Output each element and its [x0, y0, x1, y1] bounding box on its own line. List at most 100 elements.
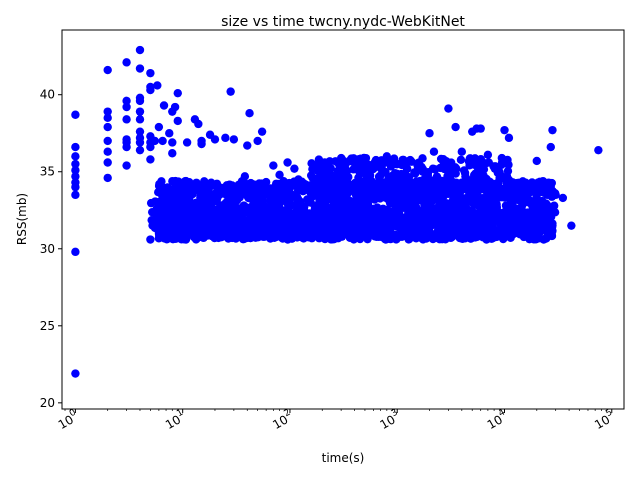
data-point [230, 198, 239, 207]
data-point [201, 196, 211, 206]
data-point [377, 179, 387, 188]
data-point [153, 81, 162, 90]
data-point [421, 228, 430, 238]
data-point [546, 142, 555, 152]
data-point [122, 102, 131, 112]
data-point [352, 192, 362, 201]
x-tick-label: 104 [484, 408, 510, 432]
data-point [339, 219, 349, 228]
data-point [405, 209, 415, 218]
data-point [456, 155, 466, 165]
data-point [522, 229, 532, 238]
data-point [326, 170, 336, 180]
data-point [192, 178, 201, 187]
data-point [234, 180, 243, 190]
data-point [521, 178, 530, 187]
y-axis-ticks: 20 25 30 35 40 [40, 88, 62, 410]
data-point [152, 204, 161, 214]
data-point [154, 187, 163, 197]
data-point [276, 205, 285, 214]
data-point [484, 204, 493, 213]
data-point [492, 232, 501, 242]
data-point [173, 116, 182, 126]
data-point [507, 219, 517, 229]
data-point [71, 369, 80, 378]
data-point [103, 65, 112, 75]
data-point [486, 223, 495, 233]
y-tick-label: 40 [40, 88, 55, 102]
data-point [403, 164, 412, 173]
data-point [181, 201, 190, 210]
data-point [426, 212, 435, 222]
data-point [558, 193, 568, 203]
data-point [500, 125, 509, 135]
data-point [165, 129, 174, 138]
data-point [474, 210, 484, 219]
data-point [341, 194, 350, 203]
data-point [476, 124, 485, 133]
data-point [395, 177, 405, 187]
data-points [71, 45, 603, 378]
data-point [146, 82, 155, 92]
data-point [71, 166, 80, 175]
data-point [290, 164, 299, 173]
data-point [445, 169, 454, 178]
data-point [328, 196, 338, 205]
data-point [158, 136, 167, 146]
data-point [226, 87, 235, 96]
data-point [187, 209, 196, 218]
data-point [444, 104, 453, 113]
data-point [71, 152, 80, 161]
data-point [103, 158, 112, 167]
data-point [135, 64, 145, 73]
data-point [71, 159, 80, 169]
data-point [313, 221, 323, 230]
data-point [451, 122, 460, 132]
data-point [532, 219, 541, 229]
data-point [148, 221, 157, 230]
data-point [530, 235, 539, 244]
data-point [251, 203, 260, 212]
data-point [71, 178, 80, 187]
data-point [511, 204, 520, 213]
data-point [414, 182, 424, 191]
data-point [467, 206, 476, 215]
data-point [356, 180, 365, 190]
data-point [122, 115, 131, 124]
y-tick-label: 20 [40, 396, 55, 410]
data-point [399, 155, 408, 165]
x-tick-label: 100 [55, 408, 81, 432]
data-point [197, 139, 206, 149]
data-point [332, 232, 341, 241]
data-point [406, 155, 415, 165]
data-point [300, 226, 309, 235]
data-point [161, 196, 171, 206]
data-point [186, 190, 196, 200]
data-point [425, 129, 434, 138]
data-point [476, 222, 485, 231]
data-point [359, 231, 368, 241]
data-point [470, 155, 480, 164]
data-point [457, 147, 467, 156]
data-point [173, 88, 182, 98]
data-point [458, 225, 467, 235]
axes-frame [61, 29, 625, 410]
data-point [178, 181, 187, 190]
data-point [103, 136, 112, 146]
data-point [279, 181, 289, 190]
data-point [567, 221, 576, 230]
data-point [371, 219, 380, 229]
data-point [155, 232, 164, 241]
data-point [214, 232, 223, 242]
y-tick-label: 30 [40, 242, 55, 256]
data-point [347, 154, 356, 163]
data-point [146, 155, 155, 164]
data-point [305, 209, 314, 218]
data-point [548, 125, 557, 135]
data-point [493, 168, 502, 178]
data-point [491, 209, 501, 218]
data-point [542, 234, 551, 243]
data-point [178, 209, 187, 218]
data-point [177, 227, 186, 237]
